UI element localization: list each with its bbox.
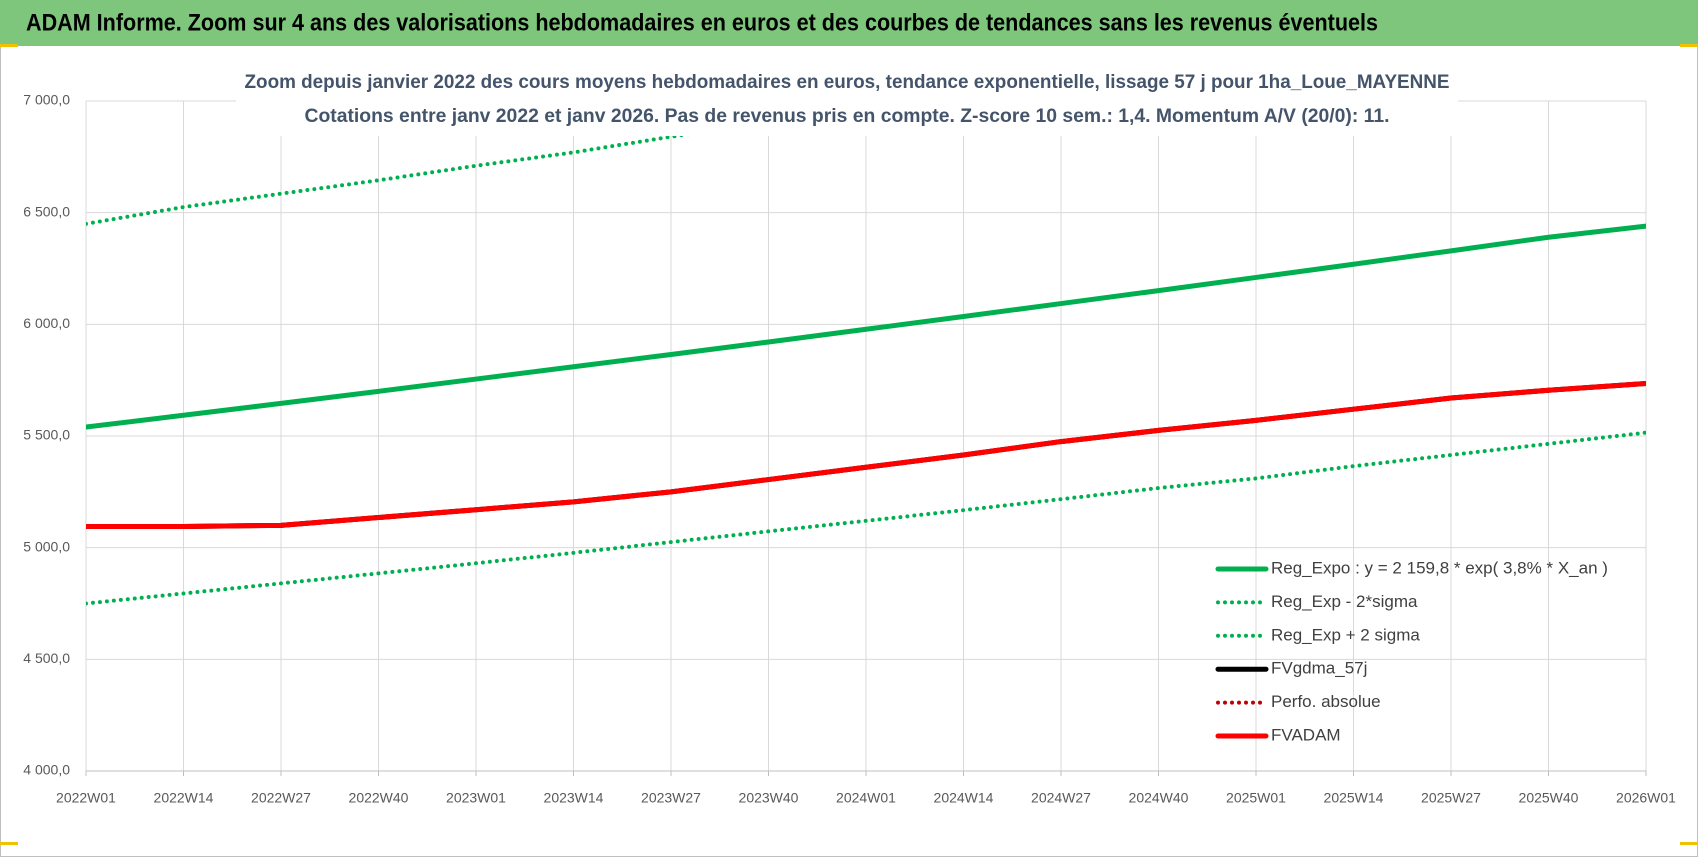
- x-tick-label: 2022W01: [56, 790, 116, 806]
- x-tick-label: 2025W01: [1226, 790, 1286, 806]
- title-backdrop: [236, 64, 1458, 136]
- legend-label: Reg_Exp - 2*sigma: [1271, 592, 1418, 611]
- x-tick-label: 2023W01: [446, 790, 506, 806]
- corner-mark: [0, 44, 18, 47]
- plot-lines: [86, 101, 1646, 606]
- corner-mark: [1680, 842, 1698, 845]
- legend-label: Reg_Expo : y = 2 159,8 * exp( 3,8% * X_a…: [1271, 558, 1608, 577]
- y-tick-label: 5 000,0: [23, 538, 70, 554]
- x-tick-label: 2024W27: [1031, 790, 1091, 806]
- corner-mark: [1680, 44, 1698, 47]
- y-tick-label: 4 500,0: [23, 650, 70, 666]
- x-tick-label: 2022W27: [251, 790, 311, 806]
- legend-label: Reg_Exp + 2 sigma: [1271, 625, 1420, 644]
- header-bar: [0, 0, 1698, 46]
- y-tick-label: 6 000,0: [23, 315, 70, 331]
- series-line: [86, 430, 1646, 606]
- x-tick-label: 2025W40: [1519, 790, 1579, 806]
- series-line: [86, 381, 1646, 529]
- chart-subtitle: Cotations entre janv 2022 et janv 2026. …: [305, 106, 1390, 127]
- x-tick-label: 2026W01: [1616, 790, 1676, 806]
- x-tick-label: 2023W27: [641, 790, 701, 806]
- y-tick-label: 5 500,0: [23, 427, 70, 443]
- corner-mark: [0, 842, 18, 845]
- y-tick-label: 7 000,0: [23, 92, 70, 108]
- header-title: ADAM Informe. Zoom sur 4 ans des valoris…: [26, 9, 1378, 36]
- series-line: [86, 223, 1646, 430]
- x-tick-label: 2024W14: [934, 790, 994, 806]
- x-tick-label: 2023W40: [739, 790, 799, 806]
- x-tick-label: 2025W27: [1421, 790, 1481, 806]
- x-tick-label: 2022W14: [154, 790, 214, 806]
- y-tick-label: 4 000,0: [23, 762, 70, 778]
- legend-label: Perfo. absolue: [1271, 692, 1381, 711]
- x-tick-label: 2025W14: [1324, 790, 1384, 806]
- legend-label: FVgdma_57j: [1271, 659, 1367, 678]
- legend-label: FVADAM: [1271, 725, 1341, 744]
- x-tick-label: 2024W01: [836, 790, 896, 806]
- x-tick-label: 2022W40: [349, 790, 409, 806]
- x-tick-label: 2024W40: [1129, 790, 1189, 806]
- chart-title: Zoom depuis janvier 2022 des cours moyen…: [245, 72, 1450, 93]
- y-tick-label: 6 500,0: [23, 203, 70, 219]
- x-tick-label: 2023W14: [544, 790, 604, 806]
